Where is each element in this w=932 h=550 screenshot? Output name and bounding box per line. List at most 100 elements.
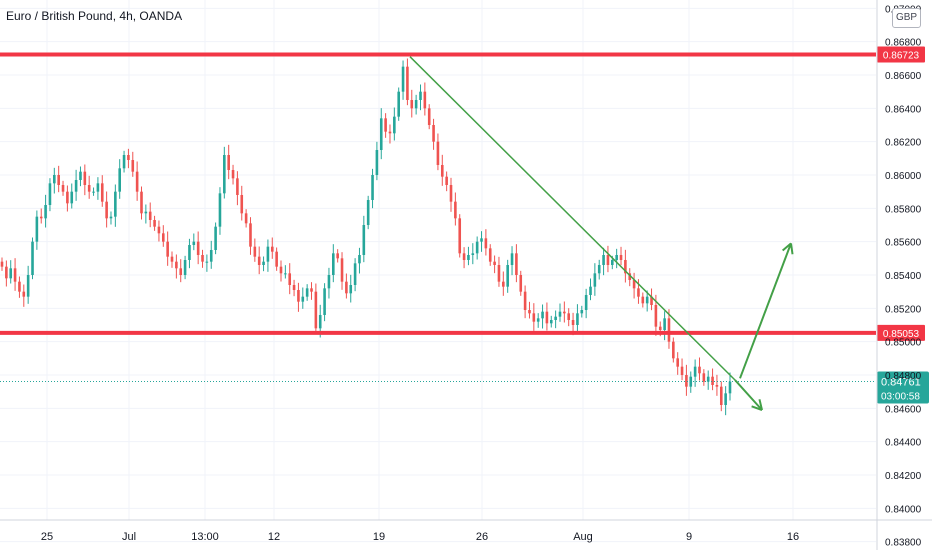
candle-body — [127, 155, 130, 160]
candle-body — [266, 246, 270, 262]
candle-body — [87, 185, 91, 192]
horizontal-levels[interactable]: 0.86723 0.85053 0.84761 03:00:58 — [0, 46, 929, 404]
current-price-label: 0.84761 — [881, 377, 921, 389]
candle-body — [305, 288, 309, 297]
candle-body — [39, 216, 43, 219]
candle-body — [96, 183, 100, 192]
time-tick-label: Aug — [573, 531, 593, 543]
candle-body — [519, 275, 523, 292]
price-tick-label: 0.84400 — [885, 438, 922, 449]
candle-body — [393, 116, 396, 134]
bullish-projection-arrow-head — [790, 243, 794, 255]
bullish-projection-arrow-head — [782, 242, 792, 252]
candle-body — [323, 288, 326, 315]
candle-body — [353, 263, 357, 285]
candle-body — [74, 180, 78, 192]
candle-body — [641, 296, 645, 304]
candle-body — [35, 216, 39, 242]
candle-body — [650, 296, 653, 305]
candle-body — [114, 191, 117, 217]
candle-body — [262, 261, 265, 265]
candle-body — [436, 141, 440, 165]
price-tick-label: 0.84200 — [885, 471, 922, 482]
candle-body — [192, 241, 196, 245]
candle-body — [327, 275, 331, 289]
candle-body — [61, 185, 65, 192]
price-tick-label: 0.85000 — [885, 338, 922, 349]
candle-body — [602, 255, 605, 265]
candle-body — [257, 256, 261, 265]
candle-body — [18, 281, 21, 292]
time-tick-label: 13:00 — [191, 531, 219, 543]
candle-body — [719, 386, 723, 405]
candle-body — [475, 241, 479, 254]
candle-body — [397, 91, 400, 117]
candle-body — [645, 296, 649, 304]
candle-body — [567, 313, 571, 320]
grid-lines — [0, 0, 876, 543]
candle-body — [314, 291, 318, 329]
candle-body — [336, 253, 339, 259]
candle-body — [223, 155, 226, 194]
resistance-price-label: 0.86723 — [883, 51, 920, 62]
candle-body — [214, 226, 217, 250]
candle-body — [432, 125, 435, 142]
price-tick-label: 0.84000 — [885, 504, 922, 515]
trend-drawings[interactable] — [409, 56, 794, 411]
candle-body — [170, 256, 174, 262]
candle-body — [279, 266, 283, 274]
price-tick-label: 0.83800 — [885, 538, 922, 549]
candle-body — [454, 201, 457, 219]
candle-body — [658, 326, 662, 330]
candle-body — [371, 175, 374, 200]
candle-body — [358, 255, 361, 264]
candle-body — [667, 318, 671, 342]
candle-body — [179, 268, 183, 275]
candle-body — [92, 191, 95, 193]
candle-body — [619, 255, 623, 260]
candle-body — [144, 211, 148, 214]
candle-body — [702, 373, 706, 382]
candle-body — [728, 381, 732, 394]
candle-body — [388, 131, 392, 134]
bullish-projection-arrow — [739, 242, 792, 379]
candle-body — [205, 261, 209, 263]
price-tick-label: 0.85400 — [885, 271, 922, 282]
support-price-label: 0.85053 — [883, 329, 920, 340]
candle-body — [698, 366, 701, 374]
candle-body — [541, 311, 544, 319]
candle-body — [345, 281, 348, 294]
candle-body — [628, 273, 632, 280]
candle-body — [175, 261, 178, 269]
candle-body — [606, 255, 610, 265]
candle-body — [270, 246, 274, 252]
candle-body — [419, 91, 422, 100]
price-tick-label: 0.86800 — [885, 38, 922, 49]
bearish-projection-arrow-head — [758, 399, 763, 411]
candle-body — [53, 175, 56, 184]
candle-body — [379, 118, 383, 150]
candle-body — [685, 375, 688, 387]
candle-body — [375, 150, 379, 175]
candle-body — [231, 170, 235, 179]
candle-body — [427, 108, 431, 125]
candle-body — [632, 280, 636, 289]
candle-body — [589, 286, 592, 295]
candle-body — [301, 296, 305, 302]
price-tick-label: 0.85800 — [885, 204, 922, 215]
candle-body — [571, 320, 575, 325]
candle-body — [597, 265, 601, 274]
candle-body — [715, 385, 719, 387]
candle-body — [57, 175, 60, 185]
candle-body — [484, 238, 488, 249]
candlestick-series — [0, 58, 732, 416]
currency-badge[interactable]: GBP — [892, 8, 921, 28]
candle-body — [510, 253, 514, 265]
candle-body — [440, 165, 444, 177]
candle-body — [253, 246, 257, 257]
candle-body — [135, 171, 139, 192]
countdown-label: 03:00:58 — [881, 392, 920, 403]
candle-body — [401, 66, 405, 92]
candle-body — [706, 376, 710, 382]
